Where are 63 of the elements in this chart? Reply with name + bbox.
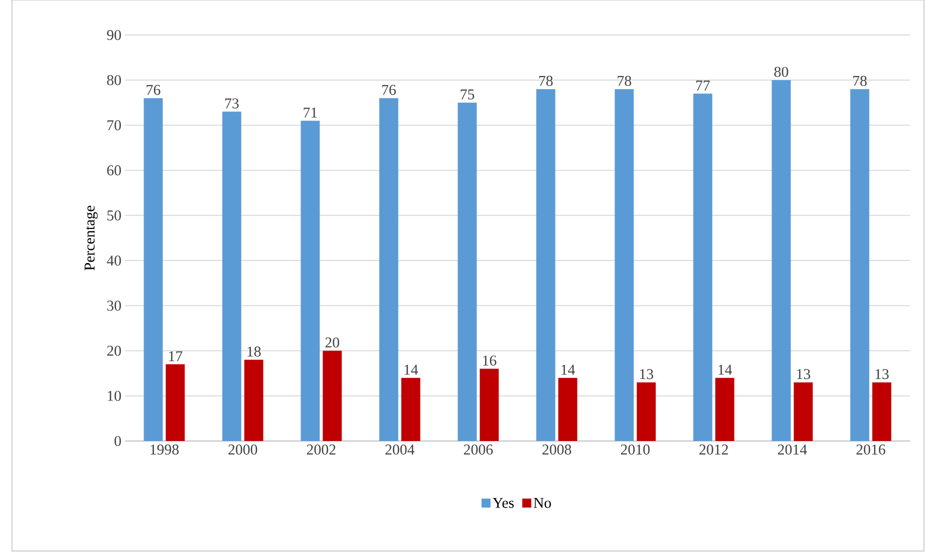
bar <box>300 120 320 441</box>
bar <box>715 378 734 441</box>
data-label: 13 <box>640 369 654 380</box>
data-label: 76 <box>382 84 396 95</box>
y-tick-label: 50 <box>107 210 121 220</box>
y-tick-label: 20 <box>107 346 121 356</box>
y-tick-label: 90 <box>107 30 121 40</box>
x-tick-label: 1998 <box>150 444 179 455</box>
bar <box>401 378 420 441</box>
bar <box>480 368 499 441</box>
bar <box>693 94 712 441</box>
x-tick-label: 2016 <box>856 444 886 455</box>
data-label: 78 <box>618 76 632 86</box>
bar <box>144 98 163 441</box>
bar <box>636 382 656 441</box>
bar <box>379 98 398 441</box>
x-tick-label: 2006 <box>464 444 493 455</box>
data-label: 73 <box>225 98 239 108</box>
data-label: 13 <box>876 369 889 380</box>
data-label: 17 <box>169 351 182 362</box>
y-tick-label: 10 <box>108 390 121 401</box>
bar <box>872 382 892 441</box>
data-label: 75 <box>460 90 474 100</box>
data-label: 14 <box>562 364 575 375</box>
bar <box>614 89 634 441</box>
data-label: 78 <box>853 76 867 86</box>
y-axis-title: Percentage <box>84 206 98 270</box>
data-label: 77 <box>696 80 710 90</box>
bar <box>458 102 477 441</box>
x-tick-label: 2014 <box>778 444 807 455</box>
y-tick-label: 80 <box>107 75 121 86</box>
bar <box>166 364 185 441</box>
data-label: 76 <box>146 84 160 95</box>
legend-label: No <box>534 498 551 508</box>
bar <box>322 350 342 441</box>
x-tick-label: 2012 <box>699 444 728 455</box>
bar <box>850 89 870 441</box>
bar <box>222 112 242 441</box>
x-tick-label: 2008 <box>542 444 572 455</box>
y-tick-label: 40 <box>106 256 121 266</box>
data-label: 71 <box>304 108 317 118</box>
y-tick-label: 30 <box>107 300 121 311</box>
x-tick-label: 2002 <box>306 444 336 455</box>
y-tick-label: 0 <box>114 436 121 446</box>
bar <box>772 80 791 441</box>
bar <box>794 382 813 441</box>
data-label: 20 <box>325 337 340 348</box>
data-label: 78 <box>539 76 553 86</box>
data-label: 80 <box>774 66 788 77</box>
legend-label: Yes <box>492 498 514 508</box>
data-label: 14 <box>404 364 418 375</box>
data-label: 14 <box>718 364 732 375</box>
bar <box>244 360 264 441</box>
x-tick-label: 2000 <box>228 444 258 455</box>
x-tick-label: 2004 <box>385 444 414 455</box>
data-label: 13 <box>797 369 810 380</box>
x-tick-label: 2010 <box>620 444 650 455</box>
bar <box>536 89 556 441</box>
y-tick-label: 60 <box>107 165 121 176</box>
bar <box>558 378 578 441</box>
y-tick-label: 70 <box>108 120 121 130</box>
data-label: 18 <box>248 346 261 357</box>
data-label: 16 <box>483 356 496 366</box>
